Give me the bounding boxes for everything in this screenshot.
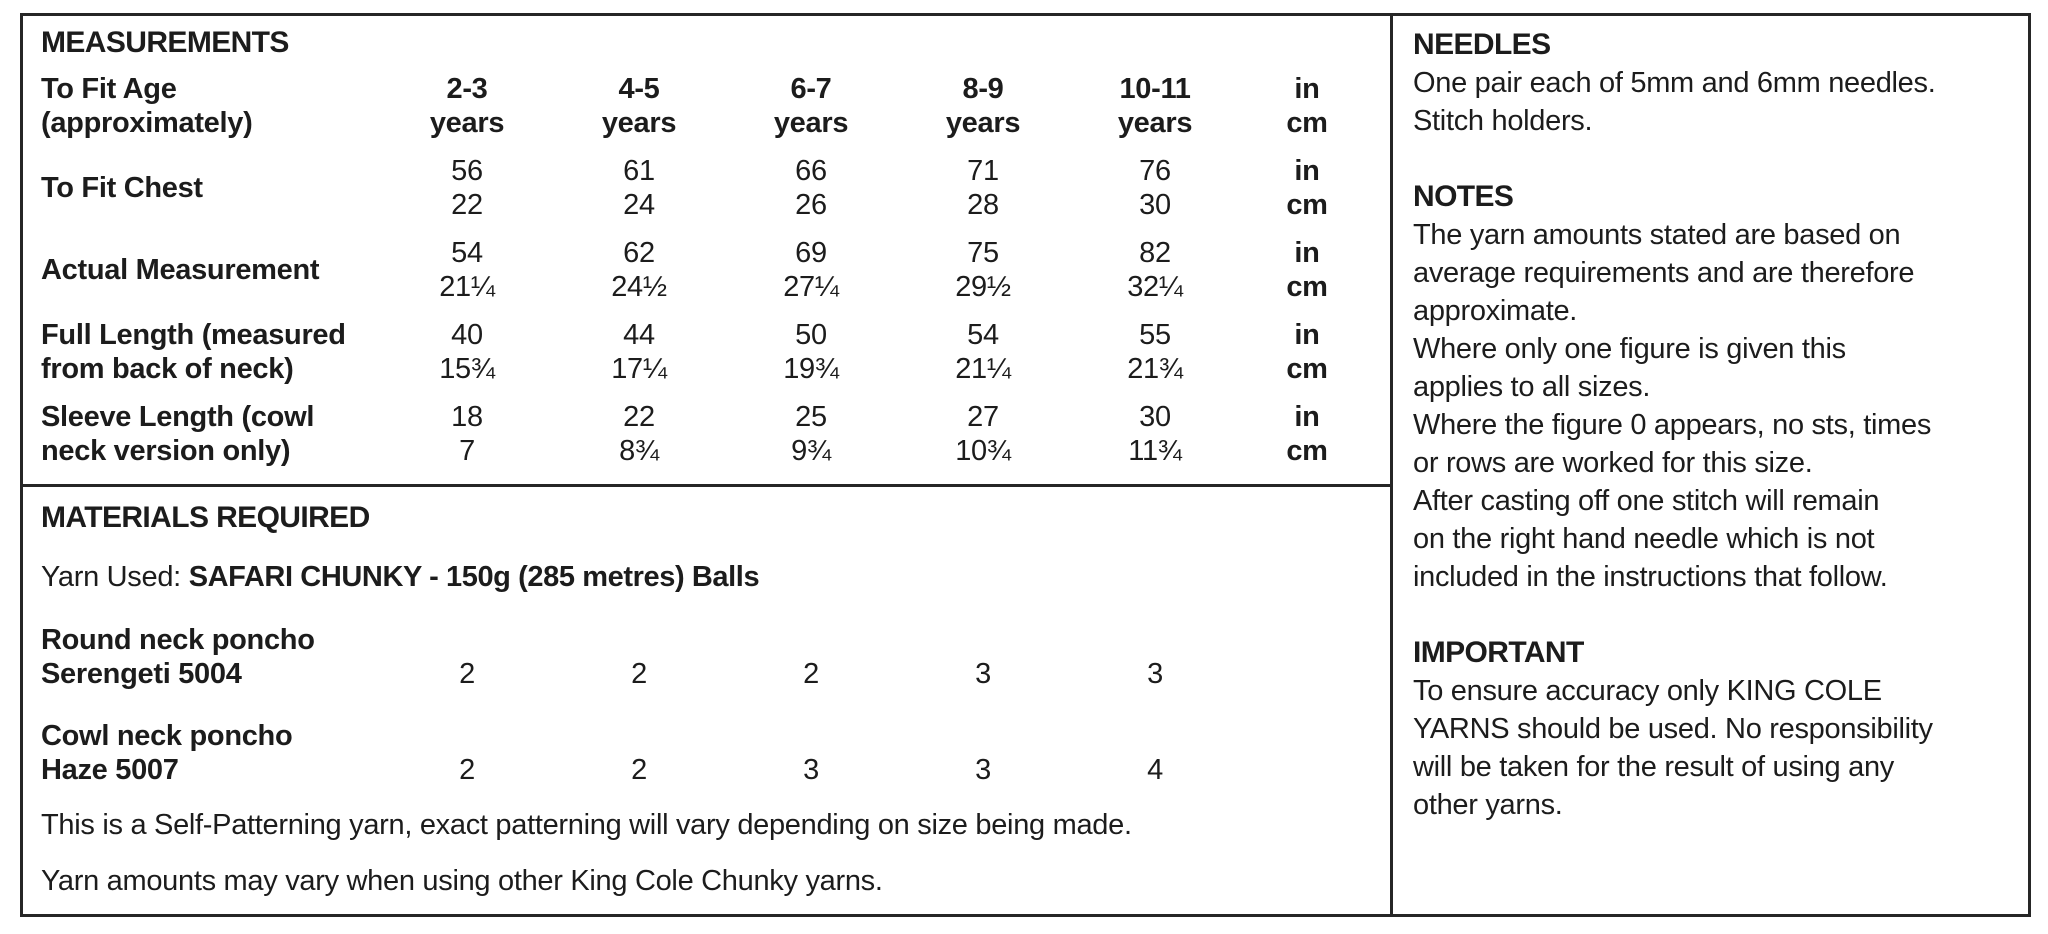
- unit-cell: in cm: [1286, 401, 1328, 467]
- measurement-cell: 25 9¾: [791, 401, 831, 467]
- notes-text-line: approximate.: [1413, 295, 1578, 327]
- notes-text-line: applies to all sizes.: [1413, 371, 1651, 403]
- measurement-cell: 76 30: [1139, 155, 1171, 221]
- measurement-row-actual: Actual Measurement 54 21¼ 62 24½ 69 27¼ 75 2…: [41, 222, 1373, 304]
- yarn-amounts-note: Yarn amounts may vary when using other K…: [41, 865, 883, 897]
- size-col-header: 8-9 years: [945, 73, 1021, 139]
- notes-text-line: The yarn amounts stated are based on: [1413, 219, 1901, 251]
- important-section: IMPORTANT To ensure accuracy only KING C…: [1413, 634, 2014, 824]
- yarn-quantity-cell: 2: [631, 754, 647, 786]
- important-text-line: To ensure accuracy only KING COLE: [1413, 675, 1882, 707]
- yarn-used-label: Yarn Used:: [41, 561, 189, 593]
- measurement-cell: 75 29½: [955, 237, 1011, 303]
- age-header-label: To Fit Age (approximately): [41, 73, 253, 139]
- yarn-row-cowl-neck: Cowl neck poncho Haze 5007 2 2 3 3 4: [41, 691, 1373, 787]
- needles-text-line: One pair each of 5mm and 6mm needles.: [1413, 67, 1936, 99]
- notes-text-line: Where the figure 0 appears, no sts, time…: [1413, 409, 1932, 441]
- pattern-info-sheet: MEASUREMENTS To Fit Age (approximately) …: [20, 13, 2031, 917]
- notes-text-line: Where only one figure is given this: [1413, 333, 1846, 365]
- notes-text-line: on the right hand needle which is not: [1413, 523, 1875, 555]
- row-label: Actual Measurement: [41, 254, 320, 286]
- yarn-row-label: Round neck poncho Serengeti 5004: [41, 624, 315, 690]
- section-gap: [1413, 596, 2014, 634]
- measurement-cell: 40 15¾: [439, 319, 495, 385]
- important-text-line: YARNS should be used. No responsibility: [1413, 713, 1933, 745]
- size-col-header: 10-11 years: [1117, 73, 1193, 139]
- needles-text-line: Stitch holders.: [1413, 105, 1593, 137]
- measurements-section: MEASUREMENTS To Fit Age (approximately) …: [23, 16, 1390, 487]
- measurements-title: MEASUREMENTS: [41, 26, 289, 59]
- unit-cell: in cm: [1286, 155, 1328, 221]
- unit-cell: in cm: [1286, 237, 1328, 303]
- materials-section: MATERIALS REQUIRED Yarn Used: SAFARI CHU…: [23, 487, 1390, 914]
- yarn-quantity-cell: 2: [631, 658, 647, 690]
- right-panel: NEEDLES One pair each of 5mm and 6mm nee…: [1393, 16, 2028, 914]
- empty-unit-cell: [1241, 691, 1373, 787]
- yarn-quantity-cell: 3: [803, 754, 819, 786]
- notes-text-line: or rows are worked for this size.: [1413, 447, 1813, 479]
- unit-cell: in cm: [1286, 319, 1328, 385]
- yarn-quantity-table: Round neck poncho Serengeti 5004 2 2 2 3…: [41, 595, 1373, 787]
- measurement-row-sleeve-length: Sleeve Length (cowl neck version only) 1…: [41, 386, 1373, 468]
- notes-text-line: After casting off one stitch will remain: [1413, 485, 1880, 517]
- yarn-quantity-cell: 3: [1147, 658, 1163, 690]
- measurement-cell: 62 24½: [611, 237, 667, 303]
- measurement-cell: 27 10¾: [955, 401, 1011, 467]
- measurement-cell: 71 28: [967, 155, 999, 221]
- measurement-cell: 61 24: [623, 155, 655, 221]
- measurement-row-chest: To Fit Chest 56 22 61 24 66 26 71 28 76 30 in…: [41, 140, 1373, 222]
- size-header-row: To Fit Age (approximately) 2-3 years 4-5 y…: [41, 62, 1373, 140]
- measurement-cell: 22 8¾: [619, 401, 659, 467]
- yarn-row-round-neck: Round neck poncho Serengeti 5004 2 2 2 3…: [41, 595, 1373, 691]
- yarn-quantity-cell: 2: [803, 658, 819, 690]
- row-label: To Fit Chest: [41, 172, 203, 204]
- yarn-used-value: SAFARI CHUNKY - 150g (285 metres) Balls: [188, 561, 760, 593]
- notes-title: NOTES: [1413, 180, 1514, 213]
- row-label: Full Length (measured from back of neck): [41, 319, 346, 385]
- measurement-cell: 54 21¼: [439, 237, 495, 303]
- measurement-cell: 55 21¾: [1127, 319, 1183, 385]
- measurement-cell: 54 21¼: [955, 319, 1011, 385]
- measurements-table: To Fit Age (approximately) 2-3 years 4-5 y…: [41, 62, 1373, 468]
- important-title: IMPORTANT: [1413, 636, 1584, 669]
- section-gap: [1413, 140, 2014, 178]
- materials-title: MATERIALS REQUIRED: [41, 501, 370, 534]
- size-col-header: 4-5 years: [601, 73, 677, 139]
- yarn-quantity-cell: 3: [975, 658, 991, 690]
- measurement-cell: 56 22: [451, 155, 483, 221]
- needles-title: NEEDLES: [1413, 28, 1551, 61]
- notes-text-line: included in the instructions that follow…: [1413, 561, 1888, 593]
- measurement-cell: 30 11¾: [1128, 401, 1182, 467]
- measurement-cell: 50 19¾: [783, 319, 839, 385]
- notes-text-line: average requirements and are therefore: [1413, 257, 1915, 289]
- size-col-header: 6-7 years: [773, 73, 849, 139]
- measurement-cell: 44 17¼: [611, 319, 667, 385]
- yarn-quantity-cell: 2: [459, 658, 475, 690]
- measurement-cell: 82 32¼: [1127, 237, 1183, 303]
- measurement-cell: 66 26: [795, 155, 827, 221]
- measurement-cell: 69 27¼: [783, 237, 839, 303]
- yarn-used-line: Yarn Used: SAFARI CHUNKY - 150g (285 met…: [41, 559, 1372, 595]
- left-panel: MEASUREMENTS To Fit Age (approximately) …: [23, 16, 1393, 914]
- notes-section: NOTES The yarn amounts stated are based …: [1413, 178, 2014, 596]
- yarn-quantity-cell: 4: [1147, 754, 1163, 786]
- yarn-quantity-cell: 3: [975, 754, 991, 786]
- important-text-line: other yarns.: [1413, 789, 1563, 821]
- size-col-header: 2-3 years: [429, 73, 505, 139]
- self-patterning-note: This is a Self-Patterning yarn, exact pa…: [41, 809, 1132, 841]
- yarn-quantity-cell: 2: [459, 754, 475, 786]
- empty-unit-cell: [1241, 595, 1373, 691]
- important-text-line: will be taken for the result of using an…: [1413, 751, 1894, 783]
- row-label: Sleeve Length (cowl neck version only): [41, 401, 315, 467]
- unit-col-header: in cm: [1286, 73, 1328, 139]
- measurement-cell: 18 7: [451, 401, 483, 467]
- yarn-row-label: Cowl neck poncho Haze 5007: [41, 720, 293, 786]
- measurement-row-full-length: Full Length (measured from back of neck)…: [41, 304, 1373, 386]
- needles-section: NEEDLES One pair each of 5mm and 6mm nee…: [1413, 26, 2014, 140]
